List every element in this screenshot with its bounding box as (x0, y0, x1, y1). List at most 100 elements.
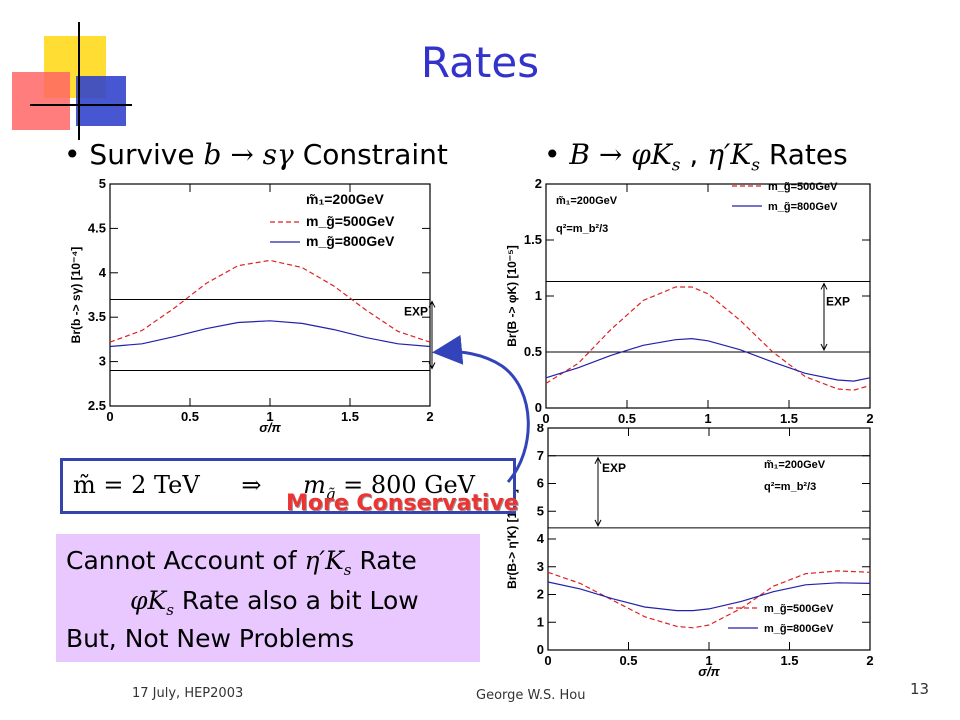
series-line-800gev (547, 581, 871, 612)
y-axis-label: Br(B -> φK) [10⁻⁵] (505, 245, 519, 347)
bullet-right-sub2: s (751, 155, 761, 176)
note-line-1-sub: s (343, 561, 352, 579)
y-tick-label: 3 (99, 354, 106, 369)
x-tick-label: 2 (866, 411, 873, 426)
x-tick-label: 0.5 (618, 411, 636, 426)
bullet-dot: • (544, 138, 570, 171)
note-box: Cannot Account of η′Ks Rate φKs Rate als… (56, 534, 480, 662)
decor-corner (0, 0, 140, 140)
y-tick-label: 1.5 (524, 232, 542, 247)
y-tick-label: 3 (537, 559, 544, 574)
formula-lhs: m̃ = 2 TeV (73, 471, 200, 499)
y-tick-label: 6 (537, 476, 544, 491)
x-tick-label: 1.5 (780, 653, 798, 668)
y-tick-label: 5 (537, 503, 544, 518)
footer-date: 17 July, HEP2003 (132, 686, 244, 701)
plot-phik-svg: 0 0.5 1 1.5 2 0 0.5 1 1.5 2 Br(B -> φK) [10⁻⁵] EXP m… (505, 176, 874, 426)
bullet-right-sub1: s (671, 155, 681, 176)
footer-author: George W.S. Hou (476, 688, 586, 703)
note-line-2-sub: s (166, 601, 174, 619)
note-line-2-sym: φK (130, 586, 167, 615)
y-tick-label: 1 (537, 614, 544, 629)
exp-arrow-up (594, 456, 602, 464)
x-tick-label: 1.5 (341, 409, 359, 424)
curved-arrow (432, 334, 530, 483)
y-tick-label: 8 (537, 424, 544, 435)
x-tick-label: 1.5 (780, 411, 798, 426)
note-line-2-text: Rate also a bit Low (173, 586, 419, 615)
formula-rhs-sub: g̃ (325, 484, 336, 503)
legend-label: m_g̃=800GeV (768, 201, 838, 213)
x-axis-label: σ/π (259, 420, 281, 435)
y-tick-label: 4 (99, 265, 107, 280)
formula: m̃ = 2 TeV ⇒ mg̃ = 800 GeV (73, 471, 475, 503)
annotation-more-conservative: More Conservative (286, 491, 519, 516)
x-tick-label: 1 (704, 411, 711, 426)
formula-arrow: ⇒ (241, 471, 262, 499)
bullet-right-sep: , (680, 138, 708, 171)
legend-label: q²=m_b²/3 (556, 223, 608, 235)
decor-vline (78, 22, 80, 140)
note-line-2: φKs Rate also a bit Low (130, 586, 419, 619)
legend-label: m_g̃=800GeV (764, 623, 834, 635)
bullet-right-expr1: B → φK (569, 138, 672, 171)
series-line-500gev (547, 570, 871, 629)
note-line-3: But, Not New Problems (66, 624, 355, 653)
decor-red-square (12, 72, 70, 130)
exp-arrow-down (594, 519, 602, 528)
x-tick-label: 0.5 (181, 409, 199, 424)
plot-frame (545, 183, 871, 409)
formula-rhs-val: = 800 GeV (335, 471, 475, 499)
x-tick-label: 1 (266, 409, 273, 424)
bullet-dot: • (64, 138, 90, 171)
decor-blue-square (76, 76, 126, 126)
y-tick-label: 0.5 (524, 344, 542, 359)
series-line-500gev (109, 259, 431, 343)
y-tick-label: 2 (537, 587, 544, 602)
x-tick-label: 0 (544, 653, 551, 668)
bullet-left-suffix: Constraint (293, 138, 448, 171)
exp-arrow-up (820, 282, 828, 290)
slide-title: Rates (420, 38, 540, 87)
exp-label: EXP (404, 304, 428, 318)
x-tick-label: 0 (542, 411, 549, 426)
legend-label: m_g̃=500GeV (306, 213, 395, 229)
series-line-800gev (109, 320, 431, 348)
exp-label: EXP (826, 294, 850, 308)
y-tick-label: 5 (99, 176, 106, 191)
exp-arrow-down (820, 343, 828, 352)
y-tick-label: 1 (535, 288, 542, 303)
note-line-1-text: Cannot Account of (66, 546, 305, 575)
x-tick-label: 2 (866, 653, 873, 668)
bullet-left-expr: b → sγ (203, 138, 294, 171)
bullet-left: • Survive b → sγ Constraint (64, 138, 448, 171)
legend-label: m̃₁=200GeV (306, 191, 384, 207)
x-tick-label: 1 (705, 653, 712, 668)
y-tick-label: 2 (535, 176, 542, 191)
y-tick-label: 0 (537, 642, 544, 657)
y-tick-label: 4 (537, 531, 545, 546)
legend-label: m_g̃=500GeV (768, 181, 838, 193)
y-tick-label: 0 (535, 400, 542, 415)
y-tick-label: 4.5 (88, 220, 106, 235)
formula-box: m̃ = 2 TeV ⇒ mg̃ = 800 GeV (60, 458, 516, 514)
plot-phik: 0 0.5 1 1.5 2 0 0.5 1 1.5 2 Br(B -> φK) [10⁻⁵] EXP m… (502, 176, 874, 426)
y-axis-label: Br(B-> η′K) [10⁻⁵] (505, 489, 519, 589)
plot-bsgamma: 0 0.5 1 1.5 2 2.5 3 3.5 4 4.5 5 σ/π Br(b -> sγ) [10⁻… (66, 176, 446, 440)
x-tick-label: 0 (106, 409, 113, 424)
legend-label: q²=m_b²/3 (764, 481, 816, 493)
note-line-1: Cannot Account of η′Ks Rate (66, 546, 417, 579)
legend-label: m̃₁=200GeV (556, 195, 618, 207)
legend-label: m_g̃=800GeV (306, 233, 395, 249)
y-axis-label: Br(b -> sγ) [10⁻⁴] (69, 247, 83, 344)
x-tick-label: 2 (426, 409, 433, 424)
exp-arrow-up (428, 300, 436, 308)
series-line-500gev (545, 286, 871, 391)
plot-bsgamma-svg: 0 0.5 1 1.5 2 2.5 3 3.5 4 4.5 5 σ/π Br(b -> sγ) [10⁻… (69, 176, 436, 435)
note-line-1-tail: Rate (351, 546, 417, 575)
x-axis-label: σ/π (698, 664, 720, 679)
series-line-800gev (545, 337, 871, 382)
plot-etapk-svg: 0 0.5 1 1.5 2 0 1 2 3 4 5 6 7 8 σ/π Br(B-> η′K) [10⁻⁵] E… (505, 420, 874, 679)
y-tick-label: 2.5 (88, 398, 106, 413)
bullet-right-suffix: Rates (760, 138, 848, 171)
